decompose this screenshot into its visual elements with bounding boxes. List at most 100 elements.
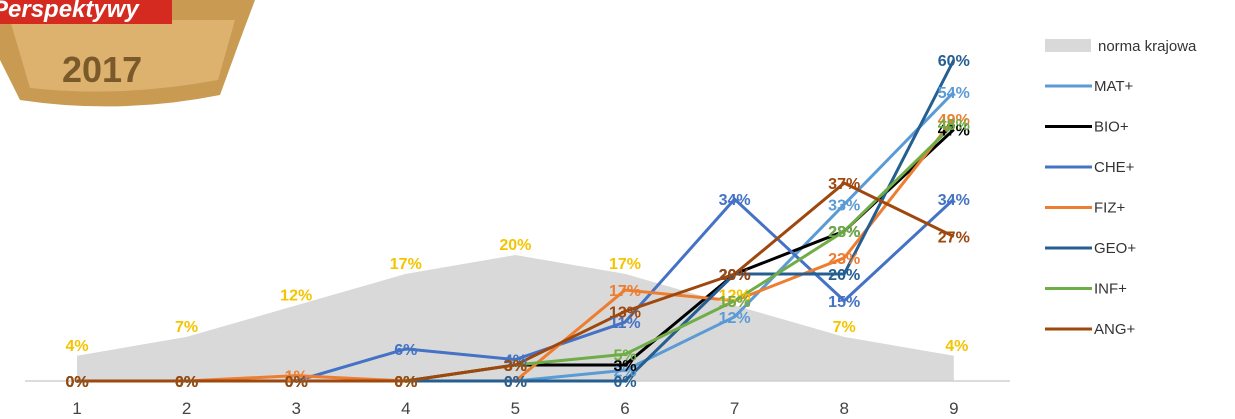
series-data-label: 15% [828, 294, 860, 311]
series-data-label: 0% [394, 374, 417, 391]
series-data-label: 20% [719, 267, 751, 284]
series-data-label: 0% [394, 374, 417, 391]
series-data-label: 20% [719, 267, 751, 284]
legend-label: CHE+ [1094, 159, 1135, 176]
x-tick-label: 9 [949, 399, 958, 418]
series-data-label: 1% [285, 369, 308, 386]
x-tick-label: 7 [730, 399, 739, 418]
series-data-label: 3% [504, 358, 527, 375]
series-data-label: 0% [65, 374, 88, 391]
series-data-label: 47% [938, 123, 970, 140]
series-data-label: 0% [65, 374, 88, 391]
series-data-label: 0% [504, 374, 527, 391]
series-data-label: 3% [504, 358, 527, 375]
series-data-label: 0% [285, 374, 308, 391]
series-data-label: 0% [175, 374, 198, 391]
area-data-label: 7% [175, 319, 198, 336]
series-data-label: 2% [613, 363, 636, 380]
area-data-label: 4% [945, 338, 968, 355]
series-data-label: 0% [504, 374, 527, 391]
series-label-layer: 0% 0% 0% 0% 0%2%12%33%54%0% 0% 0% 0%3% 3%20%28%4… [65, 53, 969, 391]
legend: norma krajowa MAT+ BIO+ CHE+ FIZ+ GEO+ INF+ ANG… [1045, 38, 1197, 338]
series-data-label: 15% [719, 294, 751, 311]
badge-inner [10, 20, 235, 92]
series-data-label: 3% [613, 358, 636, 375]
series-data-label: 34% [938, 192, 970, 209]
legend-label: norma krajowa [1098, 38, 1197, 55]
area-label-layer: 4% 7% 12% 17% 20% 17% 12% 7% 4% [65, 237, 968, 355]
series-data-label: 23% [828, 251, 860, 268]
series-data-label: 0% [175, 374, 198, 391]
x-tick-label: 1 [72, 399, 81, 418]
x-tick-label: 4 [401, 399, 410, 418]
series-data-label: 60% [938, 53, 970, 70]
series-data-label: 4% [504, 353, 527, 370]
series-data-label: 28% [828, 224, 860, 241]
series-data-label: 0% [65, 374, 88, 391]
series-data-label: 15% [719, 294, 751, 311]
series-data-label: 49% [938, 112, 970, 129]
series-data-label: 0% [175, 374, 198, 391]
area-data-label: 7% [833, 319, 856, 336]
series-data-label: 0% [285, 374, 308, 391]
x-tick-label: 8 [839, 399, 848, 418]
series-data-label: 17% [609, 283, 641, 300]
legend-label: MAT+ [1094, 78, 1134, 95]
area-norma-krajowa [77, 255, 954, 381]
area-data-label: 17% [609, 256, 641, 273]
series-data-label: 6% [394, 342, 417, 359]
area-data-label: 12% [719, 287, 751, 304]
series-data-label: 0% [175, 374, 198, 391]
x-axis-ticks: 1 2 3 4 5 6 7 8 9 [72, 399, 958, 418]
series-data-label: 3% [504, 358, 527, 375]
series-data-label: 5% [613, 347, 636, 364]
series-data-label: 33% [828, 197, 860, 214]
series-data-label: 34% [719, 192, 751, 209]
series-data-label: 28% [828, 224, 860, 241]
series-data-label: 54% [938, 85, 970, 102]
series-data-label: 20% [828, 267, 860, 284]
series-data-label: 27% [938, 230, 970, 247]
x-tick-label: 6 [620, 399, 629, 418]
series-data-label: 11% [609, 315, 640, 332]
area-data-label: 20% [499, 237, 531, 254]
series-data-label: 0% [65, 374, 88, 391]
series-data-label: 37% [828, 176, 860, 193]
series-data-label: 0% [394, 374, 417, 391]
legend-swatch-area [1045, 39, 1091, 52]
series-data-label: 0% [394, 374, 417, 391]
series-layer [77, 59, 956, 383]
badge-brand-text: Perspektywy [0, 0, 140, 23]
area-layer [77, 255, 954, 381]
badge-year-text: 2017 [62, 49, 142, 90]
legend-label: GEO+ [1094, 240, 1136, 257]
series-data-label: 0% [175, 374, 198, 391]
series-data-label: 0% [175, 374, 198, 391]
x-tick-label: 5 [511, 399, 520, 418]
area-data-label: 17% [390, 256, 422, 273]
series-data-label: 0% [65, 374, 88, 391]
series-data-label: 13% [609, 304, 641, 321]
legend-label: FIZ+ [1094, 200, 1125, 217]
series-data-label: 48% [938, 117, 970, 134]
badge-red-banner [0, 0, 172, 24]
legend-label: BIO+ [1094, 119, 1129, 136]
series-data-label: 0% [65, 374, 88, 391]
series-data-label: 0% [613, 374, 636, 391]
area-data-label: 12% [280, 287, 312, 304]
x-tick-label: 2 [182, 399, 191, 418]
series-data-label: 0% [285, 374, 308, 391]
series-data-label: 0% [65, 374, 88, 391]
legend-label: INF+ [1094, 281, 1127, 298]
series-data-label: 12% [719, 310, 751, 327]
series-data-label: 0% [285, 374, 308, 391]
series-data-label: 0% [175, 374, 198, 391]
area-data-label: 4% [65, 338, 88, 355]
series-data-label: 20% [719, 267, 751, 284]
legend-label: ANG+ [1094, 321, 1136, 338]
perspektywy-2017-badge: Perspektywy 2017 [0, 0, 255, 107]
series-data-label: 0% [504, 374, 527, 391]
series-data-label: 0% [285, 374, 308, 391]
series-data-label: 0% [394, 374, 417, 391]
